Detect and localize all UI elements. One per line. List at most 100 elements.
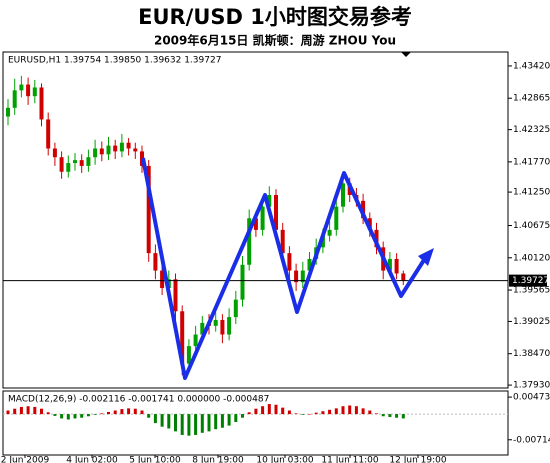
macd-bar [200,414,204,433]
candle-body [153,253,158,271]
y-tick-label: 1.40675 [513,221,550,231]
candle-body [86,157,91,166]
candle-body [99,148,104,155]
candle-body [106,145,111,155]
macd-bar [167,414,171,429]
current-price-box [509,274,547,287]
candle-body [193,334,198,347]
macd-bar [241,414,244,418]
candle-body [247,218,252,265]
candle-body [280,229,285,254]
y-tick-label: 1.43420 [513,61,550,71]
y-tick-label: 1.39565 [513,286,550,296]
candle-body [401,273,406,281]
candle-body [126,142,131,149]
candle-body [267,195,272,207]
macd-bar [180,414,184,435]
candle-body [287,253,292,271]
macd-bar [294,413,298,415]
macd-bar [6,410,10,415]
candle-body [307,258,312,271]
candle-body [19,84,24,91]
candle-body [173,279,178,312]
candle-body [6,107,10,117]
candle-body [227,317,232,335]
candle-body [186,346,191,364]
candle-body [133,148,138,152]
candle-body [113,145,118,152]
x-tick-label: 11 Jun 11:00 [321,456,378,463]
chart-subtitle: 2009年6月15日 凯斯顿：周游 ZHOU You [154,33,396,48]
candle-body [79,160,84,166]
macd-bar [153,414,157,424]
candle-body [274,195,278,230]
macd-bar [381,414,385,417]
candle-body [180,311,185,364]
macd-bar [220,414,224,428]
macd-bar [227,414,231,426]
y-tick-label: 1.40120 [513,253,550,263]
macd-bar [274,404,278,415]
macd-bar [401,414,405,419]
macd-bar [113,410,117,415]
macd-bar [354,406,358,415]
macd-bar [361,408,365,415]
macd-y-tick-label: 0.004732 [513,393,550,403]
macd-bar [375,413,378,415]
chart-title: EUR/USD 1小时图交易参考 [138,5,412,29]
candle-body [260,206,265,230]
macd-bar [348,405,352,415]
macd-bar [26,406,30,415]
candle-body [12,90,17,108]
macd-bar [120,409,124,415]
shift-marker [401,52,411,57]
x-tick-label: 12 Jun 19:00 [389,456,446,463]
y-tick-label: 1.41770 [513,157,550,167]
macd-bar [80,414,84,418]
y-tick-label: 1.39025 [513,317,550,327]
candle-body [119,142,124,152]
macd-bar [147,414,151,418]
macd-bar [341,406,345,415]
macd-bar [66,414,70,420]
macd-bar [133,408,137,415]
current-price-label: 1.39727 [512,276,549,286]
x-tick-label: 10 Jun 03:00 [256,456,313,463]
y-tick-label: 1.42865 [513,94,550,104]
macd-bar [247,412,251,415]
macd-bar [174,414,177,432]
y-tick-label: 1.41250 [513,188,550,198]
macd-bar [33,406,37,415]
candle-body [327,229,332,236]
candle-body [387,258,392,271]
zigzag-annotation [141,157,426,380]
price-header: EURUSD,H1 1.39754 1.39850 1.39632 1.3972… [8,56,221,66]
macd-bar [187,414,191,436]
macd-bar [40,408,43,415]
candle-body [300,270,305,283]
candle-body [334,206,339,230]
arrow-head [418,248,434,266]
macd-bar [328,409,332,415]
macd-bar [73,414,77,419]
candle-body [240,264,245,300]
macd-bar [46,412,50,415]
macd-bar [368,410,372,415]
x-tick-label: 4 Jun 02:00 [66,456,118,463]
candle-body [52,148,57,158]
candle-body [200,322,205,335]
macd-bar [301,414,305,415]
macd-bar [140,410,144,415]
macd-bar [194,414,198,435]
candle-body [213,319,218,326]
candle-body [73,160,77,164]
candle-body [93,148,98,158]
macd-y-tick-label: -0.00714 [513,435,550,445]
candle-body [146,165,151,254]
candle-body [59,157,64,172]
candle-body [341,183,345,207]
macd-bar [53,414,57,416]
candle-body [233,299,238,318]
x-tick-label: 5 Jun 10:00 [129,456,181,463]
